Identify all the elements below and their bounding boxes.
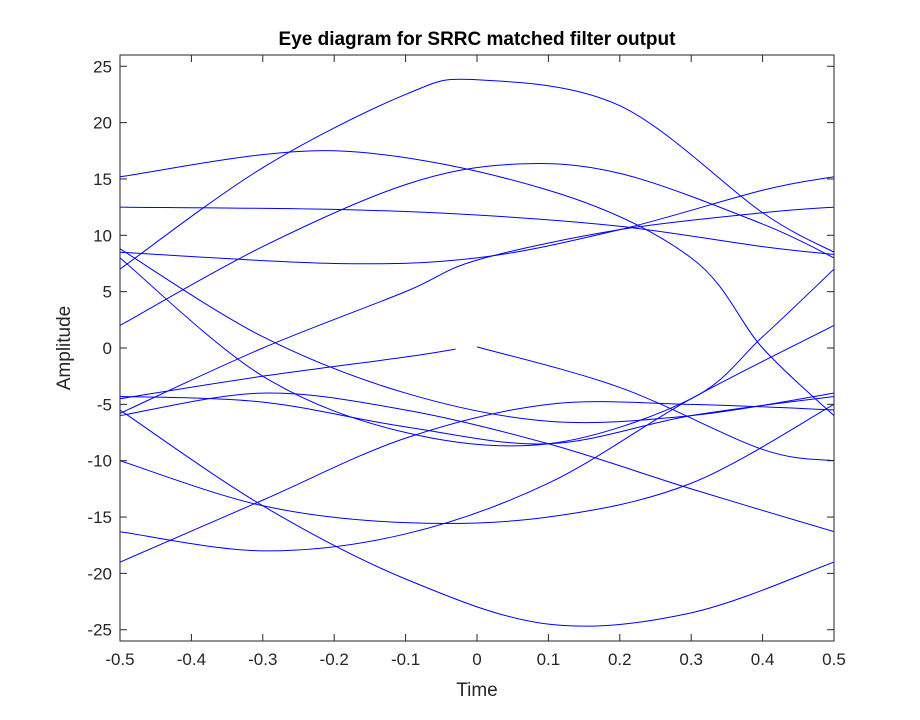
trace-16 bbox=[120, 392, 834, 533]
trace-8 bbox=[120, 257, 834, 447]
y-tick-label: -25 bbox=[87, 621, 112, 640]
y-tick-label: -10 bbox=[87, 452, 112, 471]
trace-14 bbox=[120, 325, 834, 552]
plot-area bbox=[120, 55, 834, 641]
x-tick-label: -0.1 bbox=[391, 650, 420, 669]
y-tick-label: 25 bbox=[93, 57, 112, 76]
y-tick-label: -15 bbox=[87, 508, 112, 527]
trace-1 bbox=[120, 78, 834, 270]
x-tick-label: -0.2 bbox=[320, 650, 349, 669]
y-axis-ticks: -25 -20 -15 -10 -5 0 5 10 15 20 25 bbox=[87, 57, 834, 640]
trace-12 bbox=[120, 409, 834, 627]
x-tick-label: 0.2 bbox=[608, 650, 632, 669]
x-tick-label: 0.3 bbox=[679, 650, 703, 669]
x-tick-label: -0.3 bbox=[248, 650, 277, 669]
x-axis-label: Time bbox=[456, 680, 498, 701]
y-axis-label: Amplitude bbox=[54, 306, 75, 391]
trace-2 bbox=[120, 150, 834, 416]
trace-9 bbox=[120, 348, 456, 400]
y-tick-label: 0 bbox=[103, 339, 112, 358]
y-tick-label: 10 bbox=[93, 226, 112, 245]
y-tick-label: 15 bbox=[93, 170, 112, 189]
trace-11 bbox=[120, 395, 834, 445]
x-tick-label: -0.4 bbox=[177, 650, 206, 669]
x-tick-label: 0 bbox=[472, 650, 481, 669]
y-tick-label: -20 bbox=[87, 564, 112, 583]
x-tick-label: 0.1 bbox=[537, 650, 561, 669]
y-tick-label: -5 bbox=[97, 395, 112, 414]
trace-7 bbox=[120, 248, 834, 424]
trace-6 bbox=[120, 206, 834, 414]
trace-3 bbox=[120, 163, 834, 326]
signal-traces bbox=[120, 78, 834, 627]
y-tick-label: 20 bbox=[93, 114, 112, 133]
x-tick-label: -0.5 bbox=[105, 650, 134, 669]
trace-15 bbox=[120, 401, 834, 563]
x-tick-label: 0.5 bbox=[822, 650, 846, 669]
x-tick-label: 0.4 bbox=[751, 650, 775, 669]
trace-5 bbox=[120, 176, 834, 265]
trace-4 bbox=[120, 206, 834, 255]
chart-title: Eye diagram for SRRC matched filter outp… bbox=[279, 29, 677, 50]
y-tick-label: 5 bbox=[103, 283, 112, 302]
x-axis-ticks: -0.5 -0.4 -0.3 -0.2 -0.1 0 0.1 0.2 0.3 0.4 0.5 bbox=[105, 55, 846, 669]
trace-13 bbox=[120, 403, 834, 525]
